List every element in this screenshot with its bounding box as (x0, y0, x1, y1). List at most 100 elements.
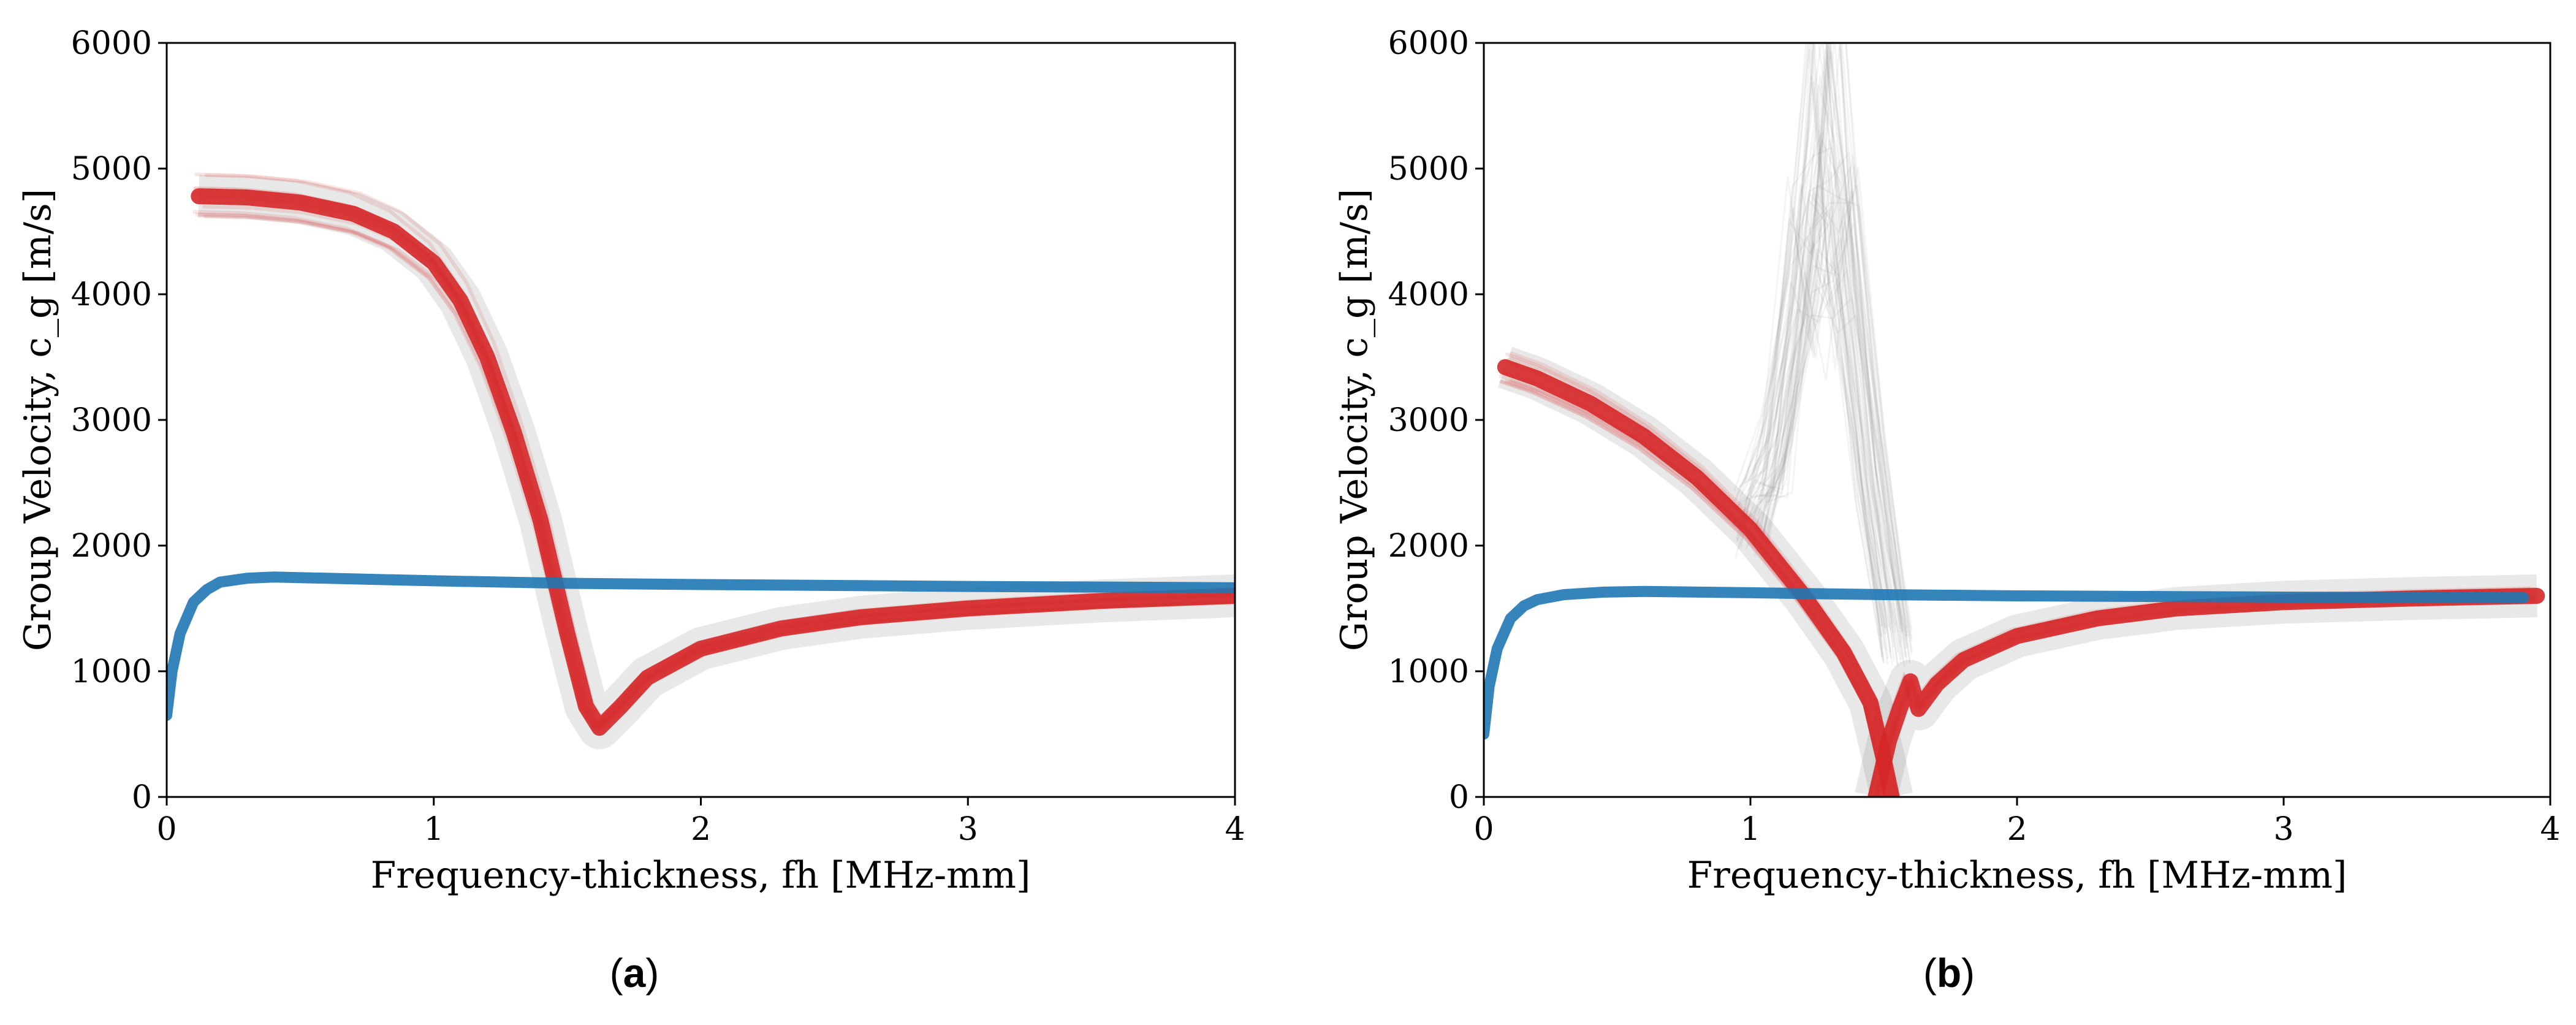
gray-sample-curve (1746, 138, 1895, 662)
gray-sample-curve (1740, 196, 1889, 665)
gray-sample-curve (1734, 199, 1883, 638)
gray-sample-curve (1752, 45, 1902, 647)
y-tick-label: 6000 (1388, 25, 1469, 62)
x-tick-label: 2 (691, 811, 711, 848)
y-tick-label: 4000 (1388, 276, 1469, 313)
red-mode-line (191, 188, 1235, 736)
gray-sample-curve (1747, 131, 1896, 632)
gray-sample-curve (1755, 43, 1904, 634)
gray-sample-curve (1758, 43, 1907, 649)
gray-sample-curve (1755, 150, 1903, 642)
gray-sample-curve (1757, 190, 1906, 668)
red-sample-curve (1505, 352, 1894, 797)
red-sample-curve (1511, 362, 1900, 797)
y-tick-label: 6000 (71, 25, 152, 62)
caption-b: (b) (1923, 950, 1975, 996)
gray-sample-curve (1762, 43, 1911, 663)
x-tick-label: 1 (1740, 811, 1760, 848)
red-sample-curve (1868, 598, 2532, 797)
gray-sample-curve (1734, 43, 1883, 657)
gray-sample-curve (1759, 155, 1908, 658)
gray-sample-curve (1738, 146, 1887, 652)
x-axis-label: Frequency-thickness, fh [MHz-mm] (371, 854, 1031, 897)
gray-sample-curve (1734, 192, 1883, 626)
y-axis: 0 1000 2000 3000 4000 5000 6000 (1388, 25, 1484, 816)
x-tick-label: 0 (156, 811, 177, 848)
gray-sample-curve (1748, 43, 1897, 626)
gray-sample-curve (1759, 223, 1908, 639)
red-sample-curve (1876, 598, 2540, 797)
gray-sample-curve (1755, 166, 1904, 632)
gray-sample-curve (1733, 164, 1882, 638)
gray-sample-curve (1736, 74, 1885, 661)
caption-a: (a) (610, 950, 659, 996)
plot-frame (165, 42, 1236, 798)
red-sample-curve (1502, 368, 1891, 797)
gray-sample-curve (1750, 48, 1899, 665)
gray-sample-curve (1746, 184, 1895, 647)
y-tick-label: 0 (132, 779, 152, 816)
y-tick-label: 3000 (1388, 402, 1469, 439)
gray-sample-curve (1759, 43, 1908, 664)
gray-sample-curve (1734, 210, 1883, 655)
x-axis: 0 1 2 3 4 (156, 797, 1245, 848)
x-tick-label: 2 (2007, 811, 2027, 848)
gray-sample-curve (1740, 43, 1889, 660)
gray-sample-curve (1736, 205, 1885, 664)
x-tick-label: 0 (1473, 811, 1494, 848)
gray-sample-curve (1750, 221, 1899, 667)
series-group (167, 172, 1235, 736)
red-mode-upper-line (1497, 359, 1900, 797)
gray-sample-curve (1763, 167, 1912, 655)
gray-sample-curve (1764, 43, 1913, 631)
gray-sample-curve (1737, 172, 1886, 635)
gray-sample-curve (1760, 43, 1909, 647)
y-tick-label: 4000 (71, 276, 152, 313)
y-tick-label: 1000 (71, 653, 152, 690)
y-tick-label: 3000 (71, 402, 152, 439)
gray-sample-curve (1738, 186, 1887, 635)
y-tick-label: 5000 (1388, 151, 1469, 188)
gray-sample-curve (1737, 82, 1886, 628)
x-tick-label: 3 (958, 811, 978, 848)
gray-sample-curve (1738, 208, 1886, 628)
gray-sample-curve (1735, 43, 1884, 649)
gray-sample-curve (1750, 58, 1899, 653)
gray-sample-curve (1752, 235, 1901, 629)
y-tick-label: 5000 (71, 151, 152, 188)
x-tick-label: 4 (1225, 811, 1245, 848)
caption-letter: a (623, 950, 647, 996)
uncertainty-band (1498, 346, 1913, 797)
gray-sample-curve (1762, 282, 1911, 664)
gray-sample-curve (1733, 49, 1882, 627)
x-tick-label: 1 (424, 811, 444, 848)
chart-panel-b: 0 1 2 3 4 0 1000 2000 3000 4000 5000 6000 Frequenc… (1333, 25, 2561, 996)
caption-letter: b (1937, 950, 1961, 996)
gray-sample-curve (1736, 43, 1884, 663)
red-sample-curve (1499, 373, 1888, 797)
gray-sample-curve (1741, 43, 1890, 627)
gray-sample-curve (1743, 43, 1892, 631)
gray-sample-curve (1762, 185, 1911, 637)
gray-sample-curve (1765, 185, 1913, 652)
blue-mode-line (167, 571, 1235, 721)
x-tick-label: 3 (2273, 811, 2293, 848)
gray-sample-curve (1743, 275, 1892, 658)
gray-sample-curve (1753, 43, 1902, 665)
y-tick-label: 1000 (1388, 653, 1469, 690)
gray-sample-curve (1753, 139, 1903, 660)
chart-panel-a: 0 1 2 3 4 0 1000 2000 3000 4000 5000 6000 Frequenc… (17, 25, 1245, 996)
x-axis: 0 1 2 3 4 (1473, 797, 2561, 848)
gray-sample-curve (1764, 159, 1913, 639)
gray-sample-spread (1498, 43, 2538, 797)
gray-sample-curve (1754, 202, 1903, 627)
red-sample-curve (1502, 371, 1891, 797)
gray-sample-curve (1745, 43, 1894, 624)
red-sample-curve (1509, 356, 1899, 797)
y-tick-label: 2000 (1388, 528, 1469, 565)
y-axis: 0 1000 2000 3000 4000 5000 6000 (71, 25, 167, 816)
red-sample-curve (1505, 357, 1895, 797)
gray-sample-curve (1755, 48, 1903, 632)
gray-sample-curve (1757, 295, 1906, 657)
x-tick-label: 4 (2540, 811, 2560, 848)
